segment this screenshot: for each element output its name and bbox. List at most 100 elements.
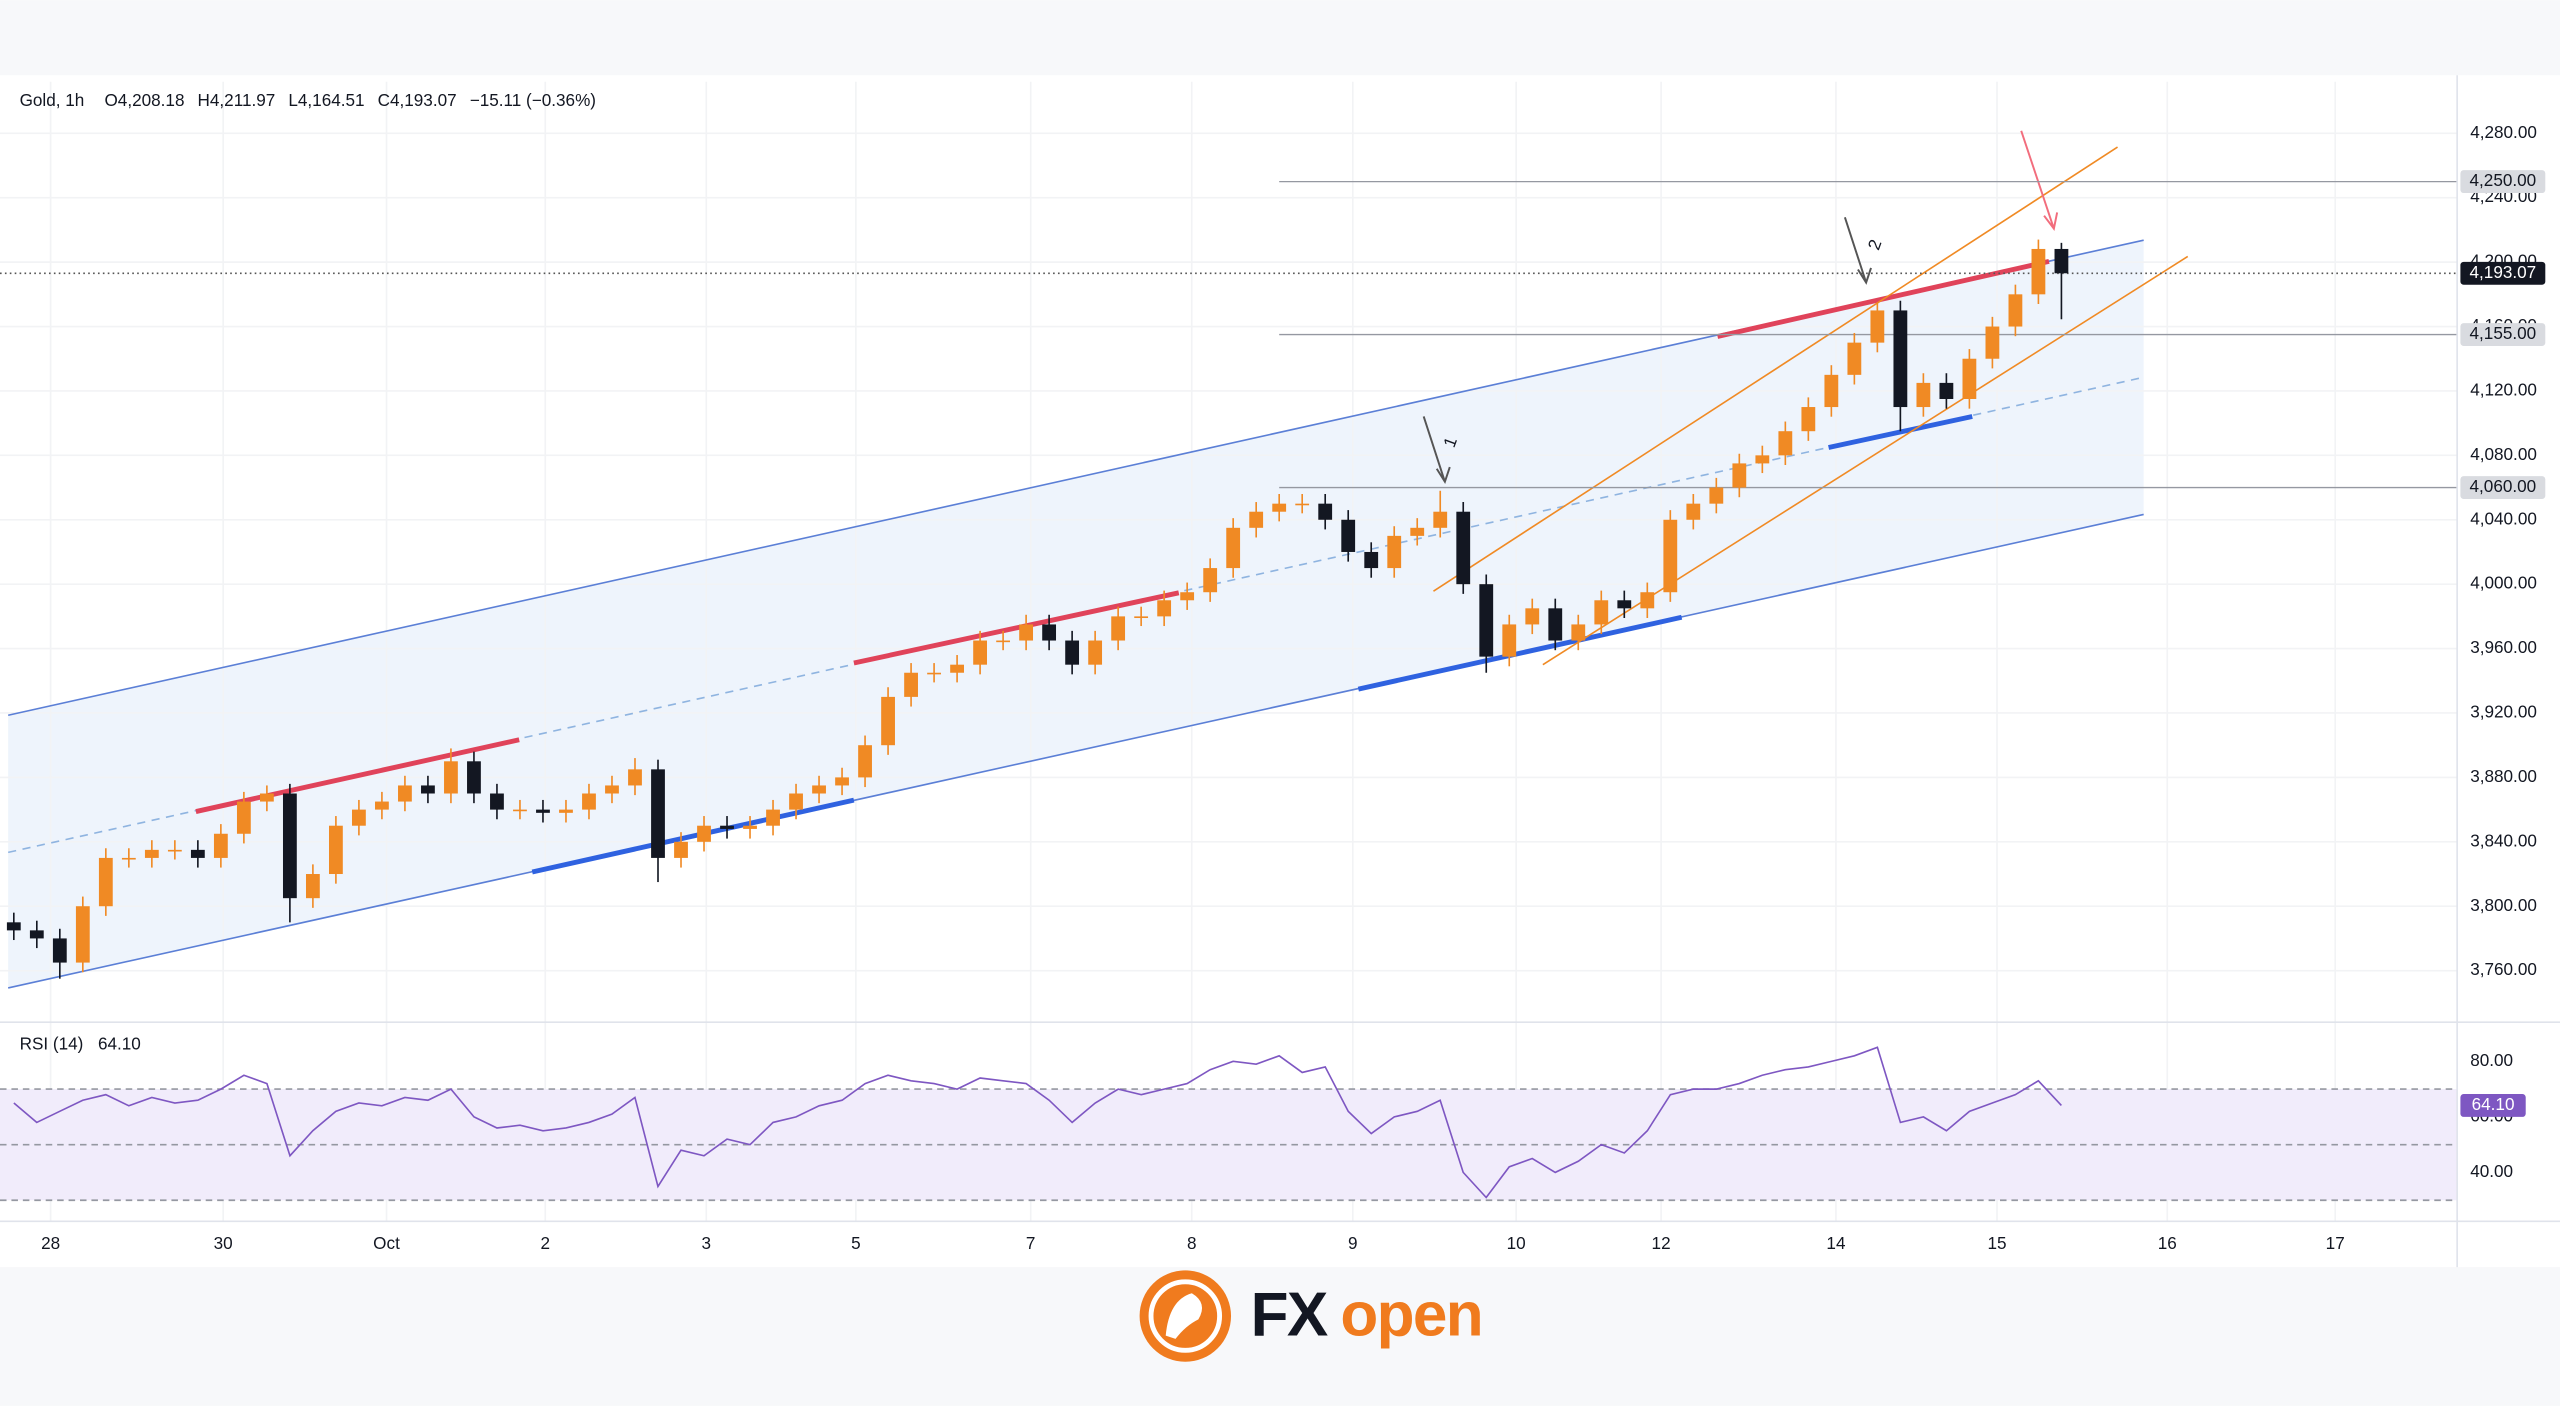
candle-body — [444, 761, 458, 794]
x-tick-label: 28 — [41, 1233, 60, 1253]
candle-body — [1663, 519, 1678, 593]
candle-body — [1341, 519, 1356, 552]
y-tick-label: 40.00 — [2470, 1161, 2513, 1181]
candle-body — [812, 785, 826, 794]
candle-body — [1686, 503, 1701, 520]
candle-body — [1525, 608, 1540, 625]
legend-value: −15.11 (−0.36%) — [470, 90, 596, 110]
x-tick-label: 15 — [1987, 1233, 2006, 1253]
candle-body — [1203, 568, 1218, 593]
logo-text: FX — [1251, 1281, 1328, 1350]
arrow — [1843, 216, 1872, 285]
x-tick-label: 2 — [540, 1233, 550, 1253]
x-tick-label: 7 — [1026, 1233, 1036, 1253]
candle-body — [2054, 248, 2069, 274]
x-tick-label: 9 — [1348, 1233, 1358, 1253]
logo: FX open — [1139, 1270, 1484, 1362]
price-label-box — [2460, 323, 2546, 347]
candle-body — [282, 793, 297, 899]
last-price-box — [2460, 261, 2546, 285]
candle-body — [398, 785, 412, 802]
candle-body — [582, 793, 596, 810]
candle-body — [1111, 616, 1126, 641]
candle-body — [1249, 511, 1264, 528]
candle-body — [1387, 535, 1402, 569]
candle-body — [1226, 527, 1241, 569]
candle-body — [1732, 463, 1747, 488]
candle-body — [927, 672, 941, 675]
candle-body — [1134, 616, 1149, 619]
x-tick-label: 30 — [214, 1233, 233, 1253]
marks — [0, 180, 2458, 1199]
candle-body — [1157, 600, 1172, 617]
logo-emblem — [1165, 1293, 1203, 1339]
candle-body — [2031, 248, 2046, 295]
candle-body — [950, 664, 964, 673]
drawings: 1 2 — [7, 130, 2189, 989]
candle-body — [766, 809, 780, 826]
candle-body — [743, 825, 757, 829]
candle-body — [1548, 608, 1563, 641]
candle-body — [1893, 310, 1908, 408]
channel-lower — [7, 513, 2144, 989]
candle-body — [651, 769, 665, 858]
candle-body — [1985, 326, 2000, 359]
candle-body — [305, 874, 320, 899]
candle-body — [1364, 551, 1379, 569]
x-tick-label: 17 — [2326, 1233, 2345, 1253]
candle-body — [720, 825, 734, 829]
rsi-value: 64.10 — [98, 1034, 141, 1054]
y-tick-label: 4,000.00 — [2470, 573, 2537, 593]
candle-body — [1295, 503, 1310, 506]
candle-body — [1502, 624, 1517, 657]
y-tick-label: 3,920.00 — [2470, 702, 2537, 722]
candle-body — [513, 809, 527, 812]
arrow — [1422, 416, 1451, 485]
candle-body — [190, 849, 205, 858]
x-tick-label: 14 — [1826, 1233, 1846, 1253]
logo-emblem — [1148, 1279, 1223, 1353]
price-label: 4,155.00 — [2470, 323, 2537, 343]
support-segment — [531, 797, 855, 875]
price-label: 4,060.00 — [2470, 476, 2537, 496]
labels: 3,760.00 3,800.00 3,840.00 3,880.00 3,920.00… — [41, 122, 2546, 1253]
rsi-line — [13, 1046, 2062, 1199]
orange-channel-upper — [1433, 146, 2118, 592]
candle-body — [1318, 503, 1333, 520]
x-tick-label: 12 — [1652, 1233, 1671, 1253]
legend-value: O4,208.18 — [104, 90, 184, 110]
candle-body — [52, 938, 67, 963]
candle-body — [1962, 358, 1977, 399]
y-tick-label: 4,040.00 — [2470, 508, 2537, 528]
x-tick-label: 16 — [2158, 1233, 2177, 1253]
y-tick-label: 3,800.00 — [2470, 895, 2537, 915]
candle-body — [1019, 624, 1034, 641]
legend-value: C4,193.07 — [378, 90, 457, 110]
price-label-box — [2460, 476, 2546, 499]
grid — [0, 81, 2458, 1222]
candle-body — [1042, 624, 1057, 641]
candle-body — [236, 801, 251, 834]
resistance-segment — [195, 737, 520, 814]
candle-body — [1065, 640, 1080, 665]
candle-body — [1272, 503, 1287, 512]
x-tick-label: 8 — [1187, 1233, 1197, 1253]
candle-body — [1433, 511, 1448, 528]
candle-body — [1801, 407, 1816, 432]
y-tick-label: 3,880.00 — [2470, 766, 2537, 786]
candle-body — [858, 745, 872, 778]
candle-body — [1456, 511, 1471, 585]
candle-body — [1180, 592, 1195, 601]
chart-title: Gold, 1h — [20, 90, 85, 110]
candle-body — [1640, 592, 1655, 609]
x-tick-label: 5 — [851, 1233, 861, 1253]
candle-body — [328, 825, 343, 875]
candle-body — [904, 672, 918, 697]
candle-body — [1088, 640, 1103, 665]
candle-body — [1870, 310, 1885, 343]
candle-body — [1916, 382, 1931, 408]
price-label-box — [2460, 170, 2546, 194]
candle-body — [674, 841, 688, 858]
support-segment — [1357, 614, 1683, 692]
